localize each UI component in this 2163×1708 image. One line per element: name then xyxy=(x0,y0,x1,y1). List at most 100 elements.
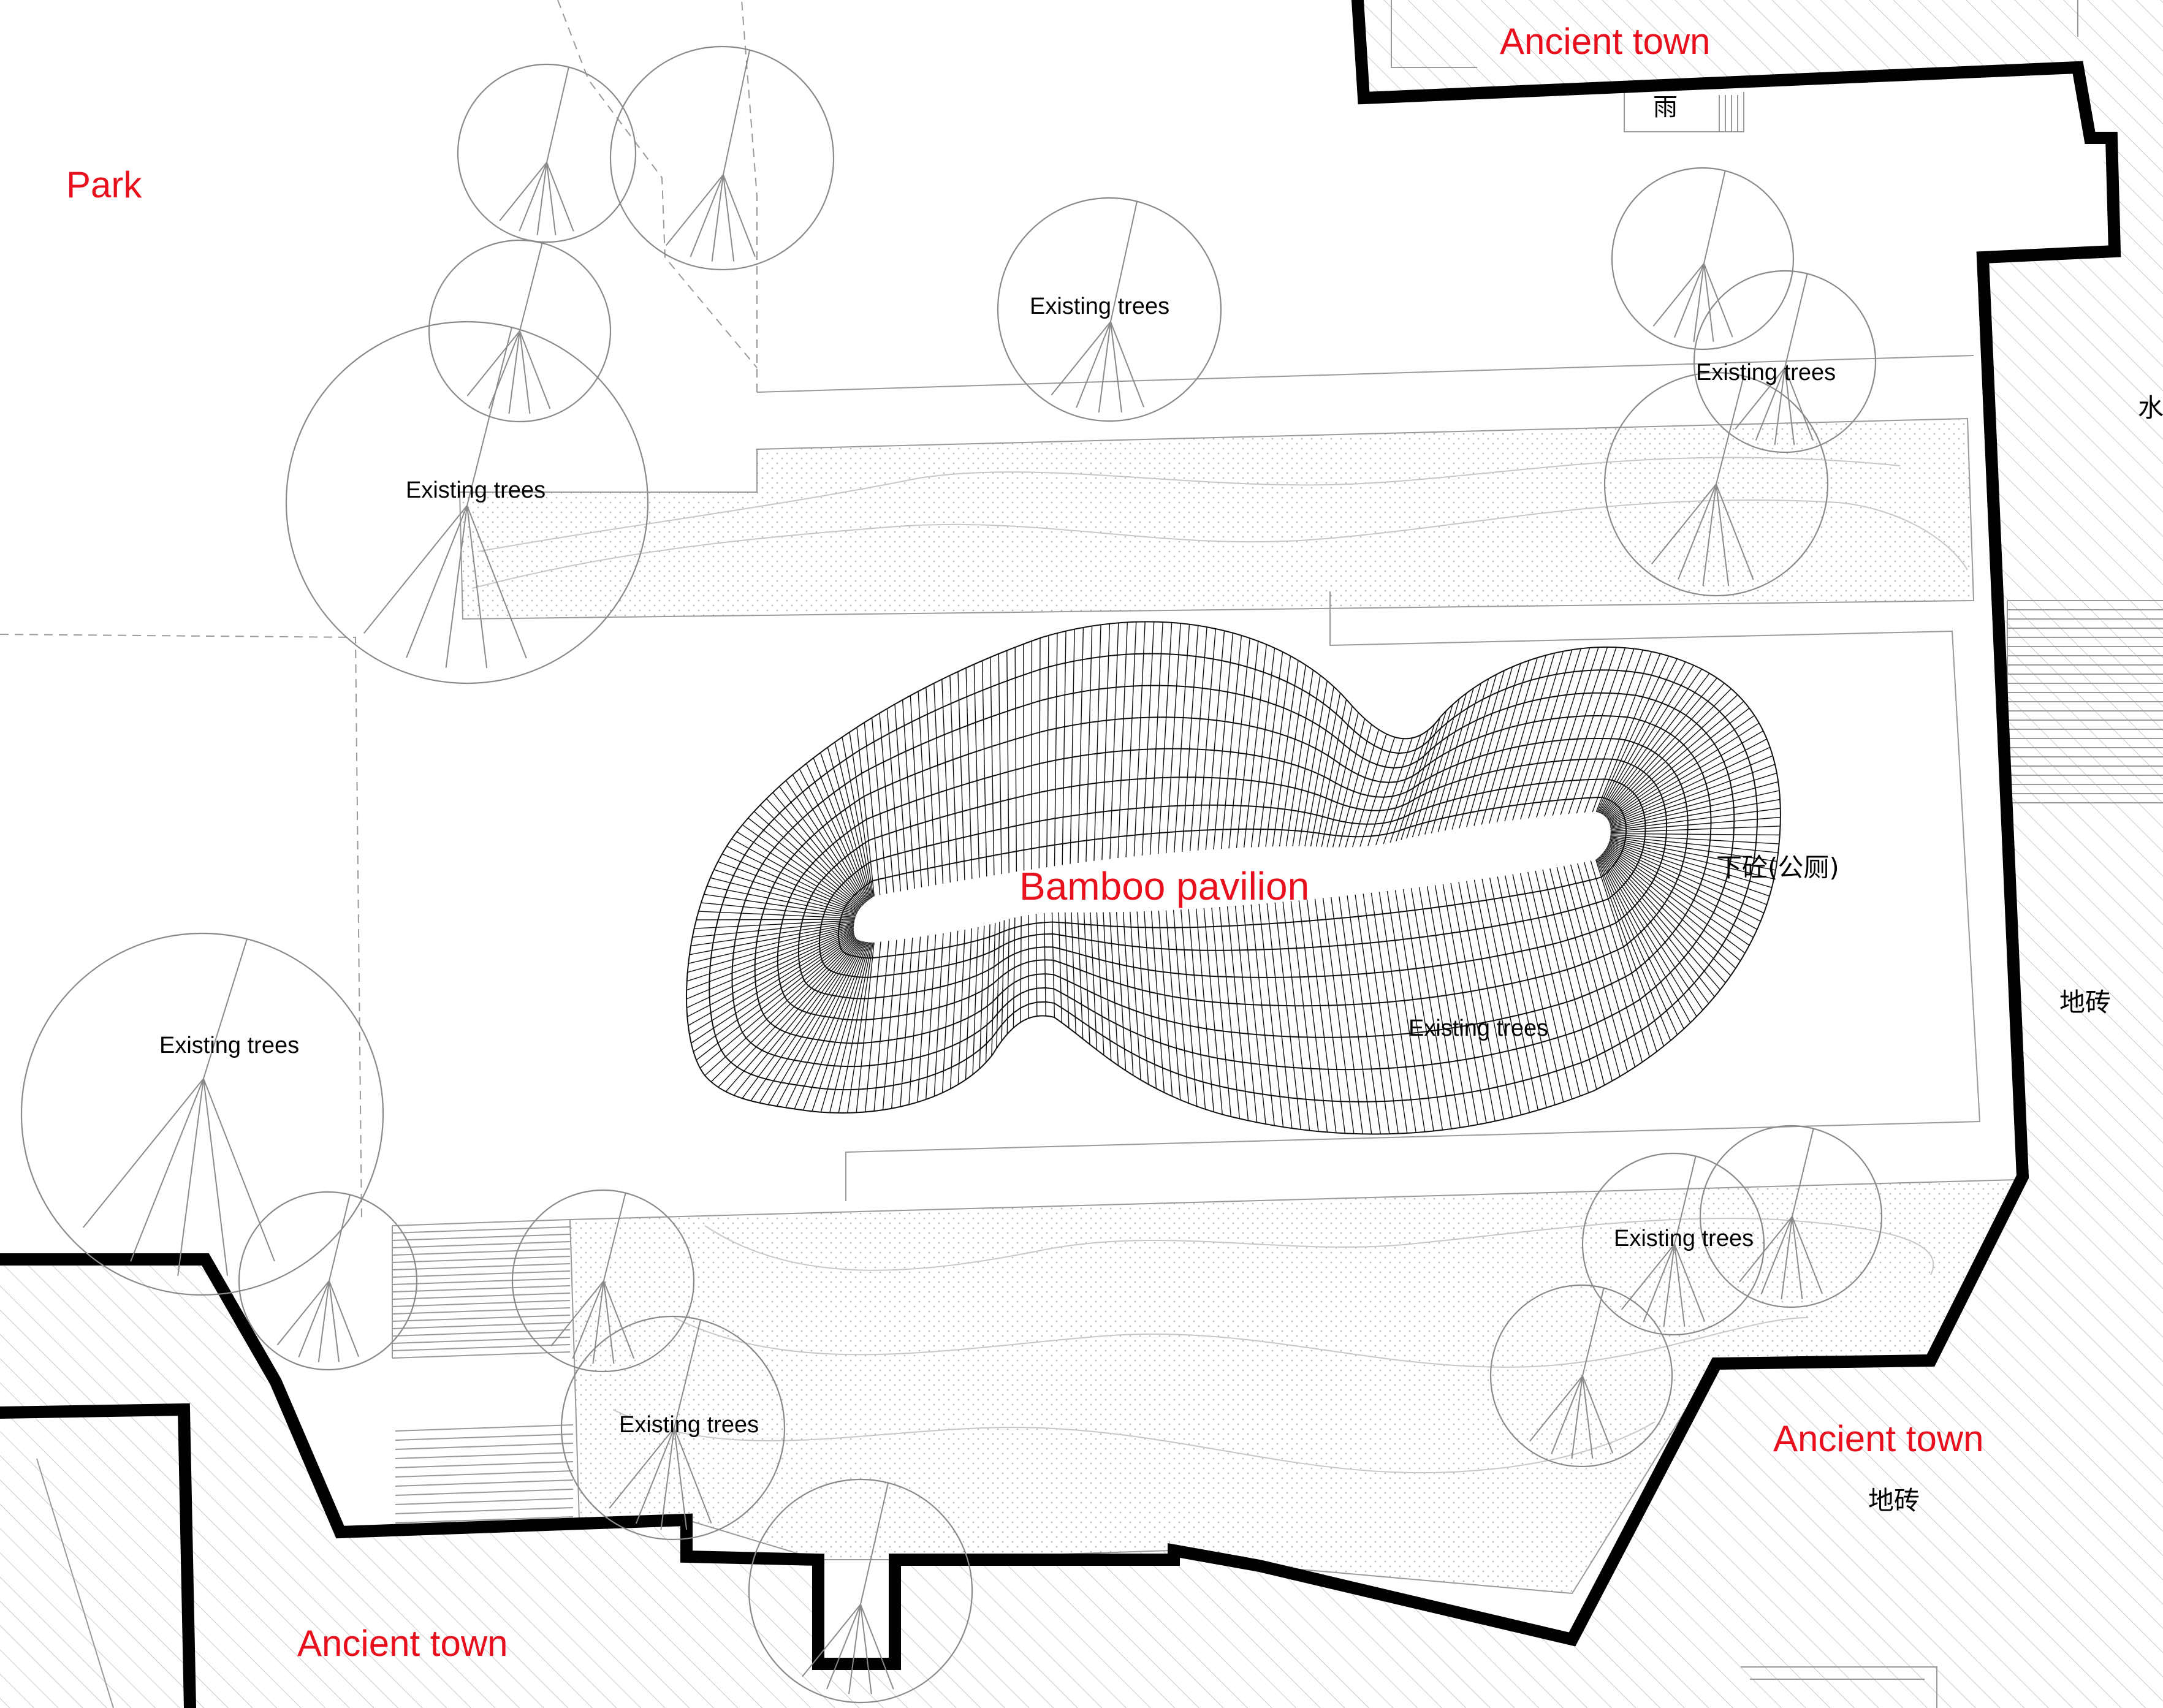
pavilion-slat xyxy=(686,927,854,991)
pavilion-slat xyxy=(802,942,869,1110)
pavilion-slat xyxy=(1610,790,1780,829)
pavilion-slat xyxy=(1345,729,1380,848)
pavilion-slat xyxy=(1083,912,1090,1045)
pavilion-slat xyxy=(1520,649,1573,820)
bamboo-pavilion-roof xyxy=(686,621,1781,1135)
pavilion-slat xyxy=(731,838,859,910)
pavilion-slat xyxy=(1597,857,1678,1035)
pavilion-slat xyxy=(1219,907,1241,1119)
pavilion-slat xyxy=(1606,700,1744,818)
pavilion-slat xyxy=(726,846,859,911)
pavilion-slat xyxy=(1512,874,1564,1103)
pavilion-slat xyxy=(1549,868,1605,1085)
pavilion-slat xyxy=(1584,650,1643,813)
pavilion-slat xyxy=(691,933,855,1044)
pavilion-slat xyxy=(1610,837,1776,871)
pavilion-slat xyxy=(856,942,875,1113)
pavilion-slat xyxy=(1570,864,1628,1072)
pavilion-slat xyxy=(693,935,855,1052)
pavilion-slat xyxy=(1610,799,1781,830)
pavilion-slat xyxy=(1103,912,1112,1061)
pavilion-slat xyxy=(1527,871,1581,1096)
pavilion-slat xyxy=(1122,911,1134,1076)
pavilion-slat xyxy=(1604,688,1732,817)
pavilion-slat xyxy=(949,930,959,1089)
pavilion-slat xyxy=(1290,901,1319,1132)
label-water-mark: 水 xyxy=(2138,393,2163,423)
pavilion-slat xyxy=(1606,846,1750,946)
pavilion-slat xyxy=(1560,647,1617,815)
label-floor-tile-bottom: 地砖 xyxy=(1868,1486,1920,1516)
pavilion-slat xyxy=(1444,678,1489,831)
pavilion-slat xyxy=(1093,624,1101,861)
pavilion-slat xyxy=(1604,850,1732,976)
tree-label-5: Existing trees xyxy=(1408,1015,1548,1041)
pavilion-slat xyxy=(1211,907,1231,1117)
pavilion-slat xyxy=(972,927,979,1075)
pavilion-slat xyxy=(1481,878,1530,1113)
pavilion-slat xyxy=(1592,651,1652,813)
pavilion-slat xyxy=(1133,621,1146,857)
pavilion-slat xyxy=(1601,854,1703,1011)
pavilion-slat xyxy=(1339,896,1372,1134)
pavilion-slat xyxy=(1431,688,1474,833)
pavilion-slat xyxy=(1279,665,1307,847)
pavilion-slat xyxy=(805,763,869,901)
pavilion-slat xyxy=(704,894,856,917)
pavilion-slat xyxy=(819,752,870,900)
label-toilet-note: 下砼(公厕) xyxy=(1716,852,1839,882)
pavilion-slat xyxy=(1065,912,1070,1028)
pavilion-slat xyxy=(1141,621,1155,856)
pavilion-slat xyxy=(1597,658,1678,813)
pavilion-slat xyxy=(1182,625,1199,852)
pavilion-slat xyxy=(1466,666,1513,827)
pavilion-slat xyxy=(718,861,858,913)
pavilion-slat xyxy=(692,920,855,938)
pavilion-slat xyxy=(1165,623,1181,854)
pavilion-slat xyxy=(1610,838,1774,879)
pavilion-slat xyxy=(707,886,856,916)
pavilion-slat xyxy=(1203,908,1223,1115)
pavilion-slat xyxy=(1610,826,1781,833)
pavilion-slat xyxy=(686,928,854,1000)
pavilion-slat xyxy=(696,919,855,920)
pavilion-slat xyxy=(1265,656,1291,847)
pavilion-slat xyxy=(1424,693,1467,835)
pavilion-slat xyxy=(799,769,868,901)
pavilion-slat xyxy=(1266,903,1293,1129)
pavilion-slat xyxy=(1418,887,1461,1128)
pavilion-slat xyxy=(1096,912,1104,1055)
pavilion-slat xyxy=(699,936,856,1069)
pavilion-slat xyxy=(979,925,985,1069)
pavilion-slat xyxy=(1054,633,1058,867)
pavilion-slat xyxy=(1519,873,1573,1099)
pavilion-slat xyxy=(1149,621,1163,855)
pavilion-slat xyxy=(710,938,857,1082)
pavilion-slat xyxy=(1418,699,1460,837)
stairs-east xyxy=(2007,600,2163,803)
pavilion-slat xyxy=(1605,694,1738,818)
pavilion-slat xyxy=(1236,641,1259,848)
pavilion-slat xyxy=(1544,647,1599,817)
pavilion-slat xyxy=(1213,632,1234,850)
pavilion-slat xyxy=(1006,919,1010,1034)
pavilion-slat xyxy=(1014,647,1017,872)
pavilion-slat xyxy=(691,922,854,947)
pavilion-slat xyxy=(933,933,944,1096)
pavilion-slat xyxy=(1600,669,1702,814)
pavilion-slat xyxy=(1608,723,1760,821)
pavilion-slat xyxy=(1046,635,1049,868)
pavilion-slat xyxy=(1331,897,1363,1134)
pavilion-slat xyxy=(1606,847,1746,954)
pavilion-slat xyxy=(842,737,873,898)
pavilion-slat xyxy=(1610,764,1776,826)
pavilion-slat xyxy=(772,792,865,905)
pavilion-slat xyxy=(1600,665,1694,814)
pavilion-slat xyxy=(1590,860,1650,1057)
tree-canopy xyxy=(1489,1284,1673,1468)
pavilion-slat xyxy=(1602,853,1709,1004)
pavilion-slat xyxy=(1321,705,1353,847)
pavilion-slat xyxy=(1605,848,1741,962)
pavilion-slat xyxy=(1602,852,1715,997)
